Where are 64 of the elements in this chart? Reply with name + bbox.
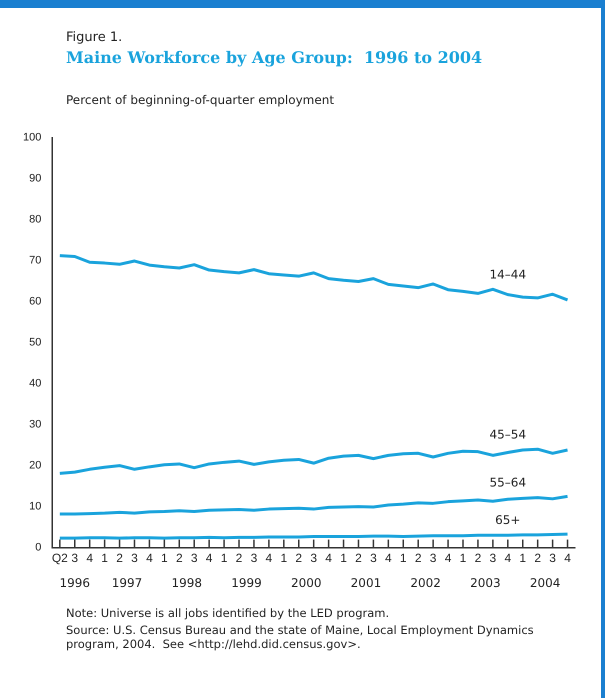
series-label: 45–54 — [490, 427, 526, 442]
y-axis-title: Percent of beginning-of-quarter employment — [66, 93, 334, 107]
x-tick-label: 1 — [400, 551, 407, 566]
x-tick-label: 3 — [131, 551, 138, 566]
series-label: 14–44 — [490, 267, 526, 282]
x-tick-label: 2 — [116, 551, 124, 566]
text: 2002 — [410, 576, 441, 590]
x-tick-label: 2 — [534, 551, 542, 566]
x-tick-label: 4 — [444, 551, 452, 566]
x-tick-label: 2 — [355, 551, 362, 566]
text: 1996 — [59, 576, 90, 590]
text: 1998 — [171, 576, 202, 590]
y-tick-label: 50 — [29, 336, 42, 349]
x-tick-label: 2 — [295, 551, 302, 566]
x-tick-label: 2 — [176, 551, 183, 566]
x-tick-label: 3 — [190, 551, 198, 566]
x-tick-label: 1 — [101, 551, 108, 566]
x-tick-label: 4 — [206, 551, 213, 566]
x-tick-label: 4 — [325, 551, 332, 566]
x-tick-label: 1 — [161, 551, 168, 566]
x-tick-label: 1 — [220, 551, 228, 566]
x-tick-label: 3 — [490, 551, 497, 566]
source-note: Source: U.S. Census Bureau and the state of Maine, Local Employment Dynamics program, 2004. See <http://lehd.did.census.gov>. — [66, 623, 535, 651]
y-tick-label: 80 — [29, 214, 42, 226]
y-tick-label: 100 — [22, 132, 42, 144]
x-tick-label: 2 — [236, 551, 243, 566]
x-tick-label: 4 — [504, 551, 512, 566]
y-tick-label: 70 — [29, 254, 42, 267]
y-tick-label: 90 — [29, 172, 42, 185]
chart-subtitle: Figure 1. — [66, 30, 122, 45]
x-tick-label: 3 — [549, 551, 556, 566]
x-tick-label: 1 — [460, 551, 467, 566]
x-tick-label: 3 — [71, 551, 78, 566]
text: 2003 — [470, 576, 501, 590]
x-tick-label: 2 — [414, 551, 422, 566]
y-tick-label: 0 — [35, 542, 42, 554]
series-label: 65+ — [495, 513, 520, 528]
y-tick-label: 20 — [29, 460, 42, 472]
x-tick-label: 3 — [430, 551, 437, 566]
x-tick-label: 4 — [384, 551, 392, 566]
y-tick-label: 10 — [29, 500, 42, 513]
series-label: 55–64 — [490, 476, 526, 490]
x-tick-label: 3 — [310, 551, 318, 566]
x-tick-label: 2 — [474, 551, 482, 566]
y-tick-label: 30 — [29, 418, 42, 431]
text: 2001 — [350, 576, 382, 590]
x-tick-label: 3 — [250, 551, 258, 566]
text: 2004 — [530, 576, 560, 590]
x-tick-label: Q2 — [52, 551, 68, 566]
y-tick-label: 60 — [29, 296, 42, 308]
y-tick-label: 40 — [29, 378, 42, 390]
x-tick-label: 4 — [146, 551, 154, 566]
text: Note: Universe is all jobs identified by the LED program. — [66, 606, 390, 620]
text: 2000 — [290, 576, 322, 590]
x-tick-label: 4 — [564, 551, 572, 566]
text: 1997 — [112, 576, 142, 590]
x-tick-label: 4 — [86, 551, 94, 566]
x-tick-label: 1 — [519, 551, 526, 566]
x-tick-label: 4 — [266, 551, 273, 566]
text: 1999 — [231, 576, 262, 590]
chart-title: Maine Workforce by Age Group: 1996 to 2004 — [66, 48, 482, 67]
x-tick-label: 3 — [370, 551, 378, 566]
x-tick-label: 1 — [280, 551, 288, 566]
x-tick-label: 1 — [340, 551, 348, 566]
